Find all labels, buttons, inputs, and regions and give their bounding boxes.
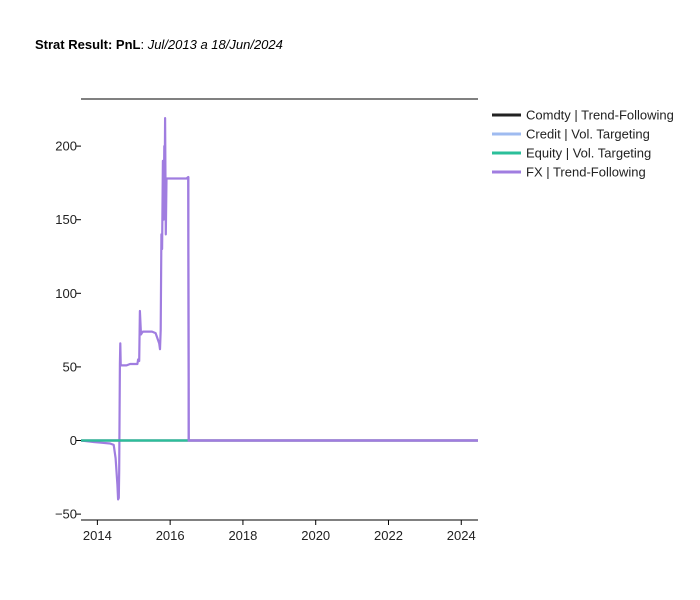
- legend-label: Comdty | Trend-Following: [526, 108, 674, 123]
- chart-title-date-range: Jul/2013 a 18/Jun/2024: [147, 37, 283, 52]
- chart-title-bold: Strat Result: PnL: [35, 37, 141, 52]
- x-tick-label: 2022: [374, 528, 403, 543]
- x-tick-label: 2016: [156, 528, 185, 543]
- x-tick-label: 2014: [83, 528, 112, 543]
- x-tick-label: 2020: [301, 528, 330, 543]
- legend-label: Equity | Vol. Targeting: [526, 146, 651, 161]
- x-tick-label: 2024: [447, 528, 476, 543]
- chart-plot-area: [81, 116, 478, 501]
- legend-label: FX | Trend-Following: [526, 165, 646, 180]
- legend-item-comdty[interactable]: Comdty | Trend-Following: [492, 108, 674, 123]
- chart-title-separator: :: [140, 37, 148, 52]
- y-tick-label: 150: [55, 212, 77, 227]
- legend-item-equity[interactable]: Equity | Vol. Targeting: [492, 146, 651, 161]
- y-tick-label: 200: [55, 139, 77, 154]
- y-tick-label: −50: [55, 507, 77, 522]
- chart-axes: −50 0 50 100 150 200 2014 2016 2018 2020 2022 2024: [55, 98, 478, 543]
- series-fx-line: [81, 116, 478, 501]
- legend-label: Credit | Vol. Targeting: [526, 127, 650, 142]
- chart-title: Strat Result: PnL: Jul/2013 a 18/Jun/202…: [35, 37, 283, 52]
- legend-item-credit[interactable]: Credit | Vol. Targeting: [492, 127, 650, 142]
- x-tick-label: 2018: [228, 528, 257, 543]
- chart-legend[interactable]: Comdty | Trend-Following Credit | Vol. Ta…: [492, 108, 674, 180]
- y-tick-label: 50: [63, 359, 77, 374]
- y-tick-label: 0: [70, 433, 77, 448]
- series-fx-line-tail: [187, 176, 478, 442]
- y-tick-label: 100: [55, 286, 77, 301]
- legend-item-fx[interactable]: FX | Trend-Following: [492, 165, 646, 180]
